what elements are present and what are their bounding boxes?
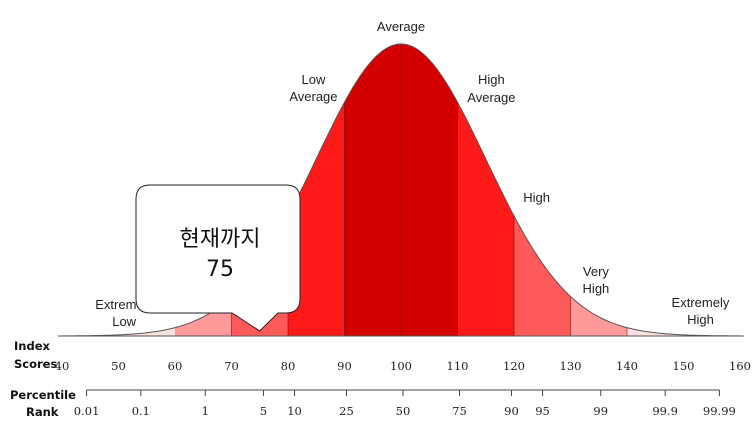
percentile-tick-label: 99.99 bbox=[703, 404, 736, 418]
score-tick-label: 140 bbox=[616, 359, 638, 373]
band-110-120 bbox=[457, 102, 514, 337]
percentile-tick-label: 10 bbox=[287, 404, 302, 418]
percentile-tick-label: 50 bbox=[396, 404, 411, 418]
category-label: Average bbox=[289, 89, 337, 104]
percentile-tick-label: 99 bbox=[593, 404, 608, 418]
score-tick-label: 80 bbox=[281, 359, 296, 373]
band-90-100 bbox=[344, 44, 401, 336]
score-tick-label: 110 bbox=[447, 359, 469, 373]
score-tick-label: 40 bbox=[55, 359, 70, 373]
score-tick-label: 160 bbox=[729, 359, 751, 373]
percentile-tick-label: 5 bbox=[260, 404, 267, 418]
percentile-tick-label: 90 bbox=[504, 404, 519, 418]
curve-outline bbox=[61, 43, 741, 337]
score-tick-label: 120 bbox=[503, 359, 525, 373]
percentile-tick-label: 99.9 bbox=[652, 404, 678, 418]
score-tick-label: 60 bbox=[168, 359, 183, 373]
callout-bubble: 현재까지 75 bbox=[135, 184, 301, 332]
category-label: Very bbox=[583, 264, 610, 279]
percentile-tick-label: 0.1 bbox=[132, 404, 150, 418]
percentile-tick-label: 0.01 bbox=[74, 404, 100, 418]
band-120-130 bbox=[514, 215, 571, 336]
category-label: Extremely bbox=[672, 295, 730, 310]
band-80-90 bbox=[288, 102, 345, 337]
category-label: Low bbox=[112, 314, 136, 329]
category-label: Low bbox=[301, 72, 325, 87]
percentile-tick-label: 75 bbox=[452, 404, 467, 418]
scores-header: Scores bbox=[14, 357, 57, 371]
category-label: High bbox=[523, 190, 550, 205]
band-130-140 bbox=[570, 296, 627, 336]
percentile-header: Rank bbox=[26, 405, 59, 419]
percentile-tick-label: 95 bbox=[535, 404, 550, 418]
category-label: High bbox=[687, 312, 714, 327]
score-tick-label: 50 bbox=[111, 359, 126, 373]
scores-header: Index bbox=[14, 339, 50, 353]
percentile-tick-label: 1 bbox=[202, 404, 209, 418]
score-tick-label: 130 bbox=[560, 359, 582, 373]
callout-text: 75 bbox=[206, 257, 234, 282]
callout-shape bbox=[135, 184, 301, 332]
percentile-rank-row: Percentile Rank 0.01 0.1 1 5 10 25 50 75 90 95 99 99.… bbox=[10, 388, 736, 419]
category-label: High bbox=[478, 72, 505, 87]
band-140-160 bbox=[627, 327, 740, 336]
callout-text: 현재까지 bbox=[180, 227, 261, 252]
band-40-60 bbox=[62, 327, 175, 336]
category-label: Average bbox=[467, 90, 515, 105]
score-tick-label: 100 bbox=[390, 359, 412, 373]
band-100-110 bbox=[401, 44, 458, 336]
percentile-tick-label: 25 bbox=[339, 404, 354, 418]
score-tick-label: 70 bbox=[224, 359, 239, 373]
category-label: High bbox=[583, 281, 610, 296]
score-tick-label: 150 bbox=[673, 359, 695, 373]
band-60-70 bbox=[175, 296, 232, 336]
percentile-header: Percentile bbox=[10, 388, 76, 402]
category-label: Average bbox=[377, 19, 425, 34]
category-labels: Extremely Low Low Average Average High Average… bbox=[95, 19, 730, 329]
score-tick-label: 90 bbox=[337, 359, 352, 373]
